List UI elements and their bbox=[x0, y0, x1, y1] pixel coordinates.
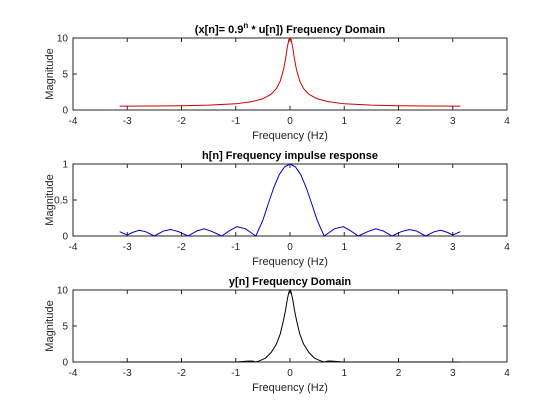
x-tick-label: 2 bbox=[396, 242, 402, 253]
x-tick-label: 4 bbox=[504, 116, 510, 127]
y-tick-label: 0 bbox=[62, 232, 68, 243]
series-line bbox=[119, 37, 461, 107]
plot-area bbox=[72, 289, 508, 363]
subplot-1: -4 -3 -2 -1 0 1 2 3 4 0 5 10 (x[n]= 0.9n * u[n]) Fre… bbox=[44, 21, 510, 142]
chart-title: (x[n]= 0.9n * u[n]) Frequency Domain bbox=[195, 21, 386, 36]
x-tick-label: 4 bbox=[504, 242, 510, 253]
x-tick-label: -2 bbox=[177, 242, 186, 253]
x-tick-label: 3 bbox=[450, 116, 456, 127]
x-tick-label: -3 bbox=[123, 242, 132, 253]
x-tick-label: 4 bbox=[504, 368, 510, 379]
x-tick-label: -2 bbox=[177, 116, 186, 127]
plot-area bbox=[72, 37, 508, 111]
x-tick-label: 2 bbox=[396, 368, 402, 379]
y-axis-label: Magnitude bbox=[44, 174, 56, 225]
x-tick-label: 1 bbox=[341, 368, 347, 379]
x-tick-label: 0 bbox=[287, 368, 293, 379]
x-tick-label: -1 bbox=[231, 116, 240, 127]
x-axis-label: Frequency (Hz) bbox=[252, 130, 328, 142]
x-tick-label: 1 bbox=[341, 242, 347, 253]
series-line bbox=[119, 163, 461, 237]
x-tick-label: -4 bbox=[69, 368, 78, 379]
x-tick-label: 0 bbox=[287, 116, 293, 127]
x-tick-label: -4 bbox=[69, 116, 78, 127]
series-line bbox=[119, 288, 461, 363]
subplot-2: -4 -3 -2 -1 0 1 2 3 4 0 0.5 1 h[n] Frequency impulse… bbox=[44, 150, 510, 268]
y-tick-label: 10 bbox=[57, 34, 69, 45]
x-tick-label: -2 bbox=[177, 368, 186, 379]
y-tick-label: 5 bbox=[62, 322, 68, 333]
subplot-3: -4 -3 -2 -1 0 1 2 3 4 0 5 10 y[n] Frequency Domain Fr… bbox=[44, 276, 510, 394]
y-tick-label: 5 bbox=[62, 70, 68, 81]
y-tick-label: 0 bbox=[62, 106, 68, 117]
y-tick-label: 0 bbox=[62, 358, 68, 369]
y-axis-label: Magnitude bbox=[44, 48, 56, 99]
y-tick-label: 1 bbox=[62, 160, 68, 171]
x-tick-label: 3 bbox=[450, 368, 456, 379]
y-axis-label: Magnitude bbox=[44, 300, 56, 351]
x-tick-label: -3 bbox=[123, 116, 132, 127]
x-tick-label: 1 bbox=[341, 116, 347, 127]
x-tick-label: -4 bbox=[69, 242, 78, 253]
x-tick-label: 2 bbox=[396, 116, 402, 127]
x-axis-label: Frequency (Hz) bbox=[252, 256, 328, 268]
x-tick-label: -1 bbox=[231, 242, 240, 253]
y-tick-label: 10 bbox=[57, 286, 69, 297]
y-tick-label: 0.5 bbox=[54, 196, 68, 207]
chart-title: y[n] Frequency Domain bbox=[229, 276, 352, 288]
x-tick-label: -3 bbox=[123, 368, 132, 379]
x-tick-label: -1 bbox=[231, 368, 240, 379]
chart-title: h[n] Frequency impulse response bbox=[202, 150, 378, 162]
plot-area bbox=[72, 163, 508, 237]
x-tick-label: 0 bbox=[287, 242, 293, 253]
x-axis-label: Frequency (Hz) bbox=[252, 382, 328, 394]
x-tick-label: 3 bbox=[450, 242, 456, 253]
